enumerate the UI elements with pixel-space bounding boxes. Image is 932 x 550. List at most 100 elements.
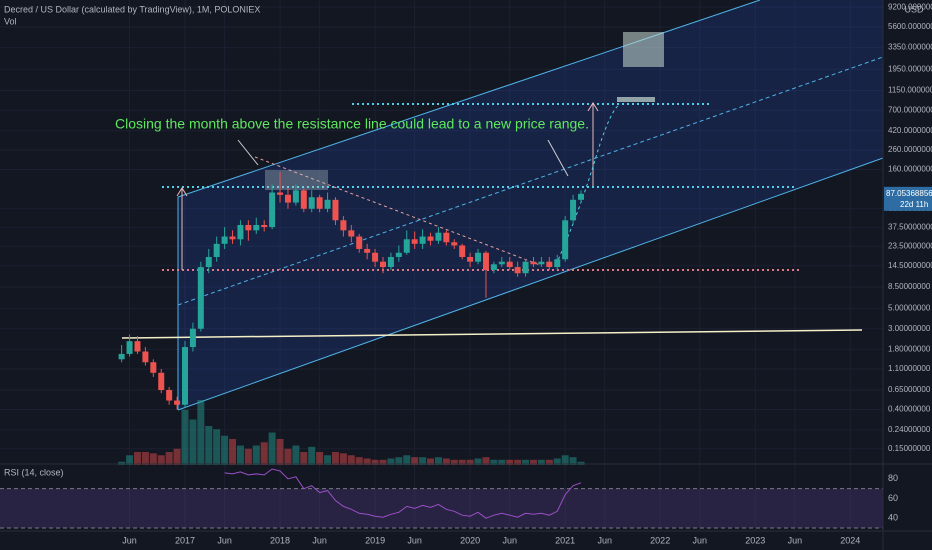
candle-body xyxy=(348,230,355,237)
channel-fill xyxy=(178,0,883,410)
y-tick-label: 3.00000000 xyxy=(888,324,931,333)
rsi-line xyxy=(224,468,582,519)
volume-bar xyxy=(466,459,474,465)
x-tick-label: 2018 xyxy=(270,535,290,545)
x-tick-label: 2024 xyxy=(840,535,860,545)
x-tick-label: Jun xyxy=(407,535,422,545)
candle-body xyxy=(166,390,173,401)
candle-body xyxy=(253,224,260,231)
candle-body xyxy=(387,256,394,268)
rsi-title: RSI (14, close) xyxy=(4,467,64,477)
rsi-tick-label: 60 xyxy=(888,493,898,503)
x-tick-label: Jun xyxy=(598,535,613,545)
volume-pane xyxy=(118,400,585,465)
y-tick-label: 5.00000000 xyxy=(888,303,931,312)
countdown: 22d 11h xyxy=(900,200,928,209)
channel-lower xyxy=(177,157,884,411)
price-marker xyxy=(884,186,932,211)
volume-bar xyxy=(498,459,506,465)
x-tick-label: 2020 xyxy=(460,535,480,545)
rsi-band-fill xyxy=(0,488,883,529)
volume-bar xyxy=(419,457,427,465)
x-tick-label: Jun xyxy=(122,535,137,545)
x-tick-label: Jun xyxy=(788,535,803,545)
candle-body xyxy=(546,261,553,268)
volume-bar xyxy=(300,452,308,465)
rsi-pane: 80 60 40 xyxy=(0,468,898,529)
candle-body xyxy=(205,256,212,268)
candle-body xyxy=(229,236,236,240)
candle-body xyxy=(182,347,188,405)
candle-body xyxy=(150,362,157,373)
volume-bar xyxy=(268,432,276,465)
x-tick-label: 2023 xyxy=(745,535,765,545)
volume-bar xyxy=(371,459,379,465)
volume-bar xyxy=(482,457,490,465)
arrow-up xyxy=(587,102,599,186)
candle-body xyxy=(419,236,426,244)
candle-body xyxy=(300,190,307,209)
volume-bar xyxy=(221,435,229,465)
candle-body xyxy=(578,193,584,200)
candle-body xyxy=(308,197,315,209)
target-box xyxy=(623,32,664,67)
volume-bar xyxy=(395,457,403,465)
candle-body xyxy=(411,239,418,244)
y-tick-label: 160.00000000 xyxy=(888,165,932,174)
candle-body xyxy=(118,353,125,360)
volume-bar xyxy=(403,455,411,465)
annotation: Closing the month above the resistance l… xyxy=(115,116,589,132)
candle-body xyxy=(395,252,402,257)
candle-body xyxy=(451,242,458,246)
candle-body xyxy=(316,197,323,209)
candle-body xyxy=(467,256,474,262)
candle-body xyxy=(364,248,371,253)
volume-bar xyxy=(442,458,450,465)
volume-bar xyxy=(197,400,205,465)
y-tick-label: 5600.00000000 xyxy=(888,22,932,31)
y-tick-label: 0.15000000 xyxy=(888,444,931,453)
x-tick-label: 2019 xyxy=(365,535,385,545)
candle-body xyxy=(277,192,284,195)
candle-body xyxy=(538,261,545,265)
candle-body xyxy=(332,199,339,221)
candle-body xyxy=(498,261,505,265)
volume-bar xyxy=(529,459,537,465)
candle-body xyxy=(197,267,204,329)
volume-bar xyxy=(149,453,157,465)
y-tick-label: 700.00000000 xyxy=(888,105,932,114)
volume-bar xyxy=(165,452,173,465)
target-box-small xyxy=(617,97,655,102)
candle-body xyxy=(459,245,466,257)
volume-bar xyxy=(553,458,561,465)
down-trend xyxy=(254,156,541,266)
candle-body xyxy=(284,194,291,203)
volume-bar xyxy=(173,448,181,465)
candle-body xyxy=(269,192,276,228)
rsi-tick-label: 80 xyxy=(888,473,898,483)
x-tick-label: 2022 xyxy=(650,535,670,545)
volume-bar xyxy=(561,455,569,465)
volume-bar xyxy=(577,461,585,465)
volume-bar xyxy=(427,458,435,465)
x-tick-label: Jun xyxy=(217,535,232,545)
volume-bar xyxy=(434,457,442,465)
candle-body xyxy=(340,220,347,231)
candle-body xyxy=(514,267,521,274)
y-tick-label: 14.50000000 xyxy=(888,261,932,270)
y-tick-label: 3350.00000000 xyxy=(888,43,932,52)
trend-line xyxy=(121,329,863,339)
volume-bar xyxy=(292,445,300,465)
volume-bar xyxy=(347,455,355,465)
volume-bar xyxy=(308,446,316,465)
y-tick-label: 1150.00000000 xyxy=(888,86,932,95)
y-tick-label: 0.24000000 xyxy=(888,425,931,434)
callout-line xyxy=(237,139,259,166)
volume-bar xyxy=(411,457,419,465)
volume-bar xyxy=(252,445,260,465)
x-tick-label: 2021 xyxy=(555,535,575,545)
volume-bar xyxy=(157,455,165,465)
volume-bar xyxy=(545,459,553,465)
volume-bar xyxy=(355,457,363,465)
candle-body xyxy=(570,199,577,221)
